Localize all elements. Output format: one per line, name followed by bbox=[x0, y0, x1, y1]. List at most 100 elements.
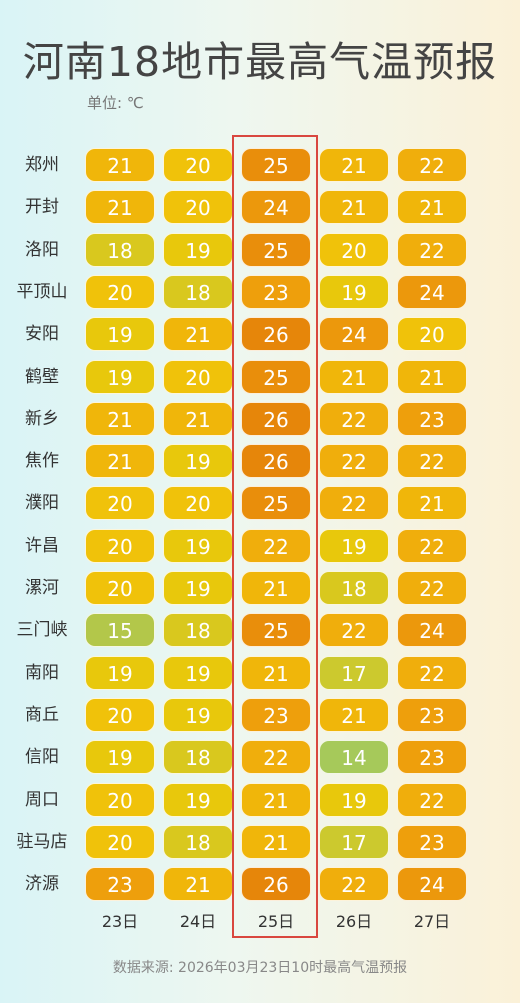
temperature-cell: 21 bbox=[397, 486, 467, 520]
temperature-cell: 22 bbox=[397, 783, 467, 817]
temperature-cell: 19 bbox=[319, 783, 389, 817]
temperature-cell: 17 bbox=[319, 825, 389, 859]
city-label: 许昌 bbox=[25, 536, 59, 556]
temperature-cell: 18 bbox=[163, 613, 233, 647]
temperature-cell: 23 bbox=[397, 740, 467, 774]
temperature-cell: 20 bbox=[397, 317, 467, 351]
temperature-cell: 23 bbox=[241, 275, 311, 309]
temperature-cell: 23 bbox=[397, 825, 467, 859]
date-label: 25日 bbox=[257, 912, 295, 931]
temperature-cell: 20 bbox=[85, 698, 155, 732]
temperature-cell: 19 bbox=[163, 698, 233, 732]
temperature-cell: 21 bbox=[241, 571, 311, 605]
temperature-cell: 25 bbox=[241, 486, 311, 520]
temperature-cell: 21 bbox=[319, 360, 389, 394]
temperature-cell: 21 bbox=[163, 867, 233, 901]
temperature-cell: 19 bbox=[85, 360, 155, 394]
temperature-cell: 22 bbox=[397, 571, 467, 605]
temperature-cell: 18 bbox=[85, 233, 155, 267]
temperature-cell: 20 bbox=[85, 275, 155, 309]
temperature-cell: 21 bbox=[163, 317, 233, 351]
temperature-cell: 25 bbox=[241, 360, 311, 394]
temperature-cell: 22 bbox=[397, 233, 467, 267]
temperature-cell: 21 bbox=[397, 360, 467, 394]
temperature-cell: 26 bbox=[241, 867, 311, 901]
highlight-column-box bbox=[232, 135, 318, 938]
temperature-cell: 22 bbox=[241, 529, 311, 563]
date-label: 27日 bbox=[413, 912, 451, 931]
temperature-cell: 21 bbox=[319, 698, 389, 732]
city-label: 濮阳 bbox=[25, 493, 59, 513]
date-label: 26日 bbox=[335, 912, 373, 931]
city-label: 焦作 bbox=[25, 451, 59, 471]
temperature-cell: 25 bbox=[241, 233, 311, 267]
temperature-cell: 20 bbox=[85, 529, 155, 563]
temperature-cell: 21 bbox=[319, 190, 389, 224]
temperature-cell: 24 bbox=[241, 190, 311, 224]
temperature-cell: 20 bbox=[163, 486, 233, 520]
temperature-cell: 20 bbox=[319, 233, 389, 267]
city-label: 商丘 bbox=[25, 705, 59, 725]
temperature-cell: 21 bbox=[163, 402, 233, 436]
temperature-cell: 22 bbox=[397, 656, 467, 690]
temperature-cell: 20 bbox=[85, 825, 155, 859]
temperature-cell: 21 bbox=[85, 190, 155, 224]
temperature-cell: 18 bbox=[163, 740, 233, 774]
unit-label: 单位: ℃ bbox=[87, 94, 144, 112]
temperature-cell: 24 bbox=[397, 275, 467, 309]
city-label: 安阳 bbox=[25, 324, 59, 344]
temperature-cell: 23 bbox=[397, 698, 467, 732]
temperature-cell: 19 bbox=[163, 571, 233, 605]
city-label: 郑州 bbox=[25, 155, 59, 175]
city-label: 三门峡 bbox=[16, 620, 68, 640]
temperature-cell: 26 bbox=[241, 444, 311, 478]
temperature-cell: 22 bbox=[397, 444, 467, 478]
temperature-cell: 22 bbox=[319, 867, 389, 901]
temperature-cell: 22 bbox=[319, 402, 389, 436]
temperature-cell: 22 bbox=[397, 529, 467, 563]
temperature-cell: 19 bbox=[85, 656, 155, 690]
city-label: 南阳 bbox=[25, 663, 59, 683]
temperature-cell: 18 bbox=[163, 275, 233, 309]
temperature-cell: 21 bbox=[241, 656, 311, 690]
temperature-cell: 20 bbox=[163, 190, 233, 224]
temperature-cell: 19 bbox=[319, 275, 389, 309]
city-label: 鹤壁 bbox=[25, 367, 59, 387]
chart-title: 河南18地市最高气温预报 bbox=[22, 38, 498, 86]
city-label: 漯河 bbox=[25, 578, 59, 598]
temperature-cell: 21 bbox=[397, 190, 467, 224]
city-label: 洛阳 bbox=[25, 240, 59, 260]
city-label: 开封 bbox=[25, 197, 59, 217]
date-label: 23日 bbox=[101, 912, 139, 931]
city-label: 新乡 bbox=[25, 409, 59, 429]
temperature-cell: 20 bbox=[85, 486, 155, 520]
temperature-cell: 20 bbox=[85, 571, 155, 605]
temperature-cell: 22 bbox=[241, 740, 311, 774]
temperature-cell: 23 bbox=[85, 867, 155, 901]
temperature-cell: 21 bbox=[241, 825, 311, 859]
date-label: 24日 bbox=[179, 912, 217, 931]
temperature-cell: 21 bbox=[85, 148, 155, 182]
temperature-cell: 18 bbox=[319, 571, 389, 605]
temperature-cell: 21 bbox=[85, 402, 155, 436]
temperature-cell: 23 bbox=[397, 402, 467, 436]
temperature-cell: 19 bbox=[85, 317, 155, 351]
temperature-cell: 19 bbox=[163, 444, 233, 478]
temperature-cell: 19 bbox=[163, 783, 233, 817]
temperature-cell: 26 bbox=[241, 402, 311, 436]
temperature-cell: 22 bbox=[397, 148, 467, 182]
city-label: 驻马店 bbox=[16, 832, 68, 852]
temperature-cell: 25 bbox=[241, 613, 311, 647]
city-label: 信阳 bbox=[25, 747, 59, 767]
temperature-cell: 22 bbox=[319, 613, 389, 647]
temperature-cell: 24 bbox=[319, 317, 389, 351]
temperature-cell: 14 bbox=[319, 740, 389, 774]
temperature-cell: 17 bbox=[319, 656, 389, 690]
temperature-cell: 21 bbox=[319, 148, 389, 182]
temperature-cell: 15 bbox=[85, 613, 155, 647]
temperature-cell: 18 bbox=[163, 825, 233, 859]
temperature-cell: 25 bbox=[241, 148, 311, 182]
temperature-cell: 24 bbox=[397, 867, 467, 901]
temperature-cell: 20 bbox=[85, 783, 155, 817]
temperature-cell: 26 bbox=[241, 317, 311, 351]
